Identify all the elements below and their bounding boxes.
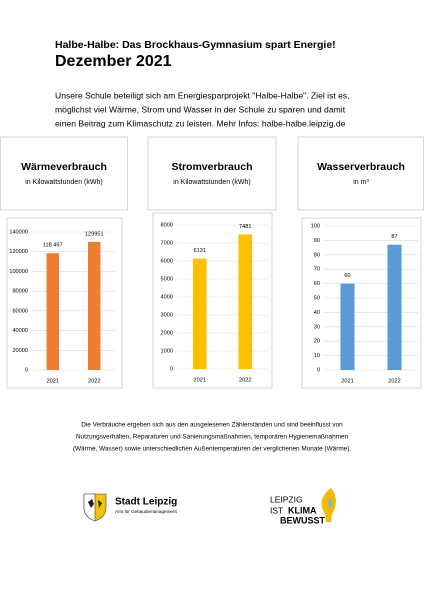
x-tick-label: 2021: [47, 378, 59, 384]
y-tick-label: 2000: [161, 330, 173, 336]
y-tick-label: 100000: [9, 269, 28, 275]
y-tick-label: 0: [317, 367, 320, 373]
logo-sub: Amt für Gebäudemanagement: [115, 509, 178, 514]
data-label: 87: [391, 234, 397, 240]
bar: [192, 258, 207, 369]
logo-text: IST: [270, 505, 283, 515]
y-tick-label: 80: [314, 252, 320, 258]
data-label: 129951: [85, 231, 104, 237]
title: Halbe-Halbe: Das Brockhaus-Gymnasium spa…: [55, 39, 336, 51]
intro-line: möglichst viel Wärme, Strom und Wasser i…: [55, 104, 346, 114]
y-tick-label: 0: [170, 366, 173, 372]
y-tick-label: 40: [314, 310, 320, 316]
shield-lion: [88, 499, 102, 508]
y-tick-label: 30: [314, 324, 320, 330]
x-tick-label: 2022: [88, 378, 100, 384]
panel-title: Wärmeverbrauch: [21, 161, 107, 173]
y-tick-label: 40000: [12, 328, 28, 334]
y-tick-label: 140000: [9, 229, 28, 235]
panel-titles: Wärmeverbrauch in Kilowattstunden (kWh) …: [21, 161, 405, 186]
y-tick-label: 1000: [161, 348, 173, 354]
intro: Unsere Schule beteiligt sich am Energies…: [55, 90, 350, 128]
y-tick-label: 20000: [12, 348, 28, 354]
data-label: 60: [344, 273, 350, 279]
bar: [46, 253, 59, 370]
y-tick-label: 5000: [161, 276, 173, 282]
charts: 0200004000060000800001000001200001400002…: [9, 222, 418, 384]
footer-line: Nutzungsverhalten, Reparaturen und Sanie…: [76, 434, 349, 441]
y-tick-label: 50: [314, 295, 320, 301]
footer-line: (Wärme, Wasser) sowie unterschiedlichen …: [73, 446, 351, 453]
y-tick-label: 7000: [161, 240, 173, 246]
panel-unit: in Kilowattstunden (kWh): [25, 179, 102, 186]
chart-box: [6, 217, 123, 389]
panel-box: [0, 136, 128, 211]
footer: Die Verbräuche ergeben sich aus den ausg…: [73, 422, 351, 453]
logo-name: Stadt Leipzig: [115, 497, 177, 508]
panel-unit: in Kilowattstunden (kWh): [173, 179, 250, 186]
y-tick-label: 90: [314, 238, 320, 244]
y-tick-label: 8000: [161, 222, 173, 228]
panel-title: Wasserverbrauch: [317, 161, 405, 173]
panel-box: [147, 136, 277, 211]
y-tick-label: 10: [314, 353, 320, 359]
y-tick-label: 60: [314, 281, 320, 287]
footer-line: Die Verbräuche ergeben sich aus den ausg…: [81, 422, 343, 429]
x-tick-label: 2022: [388, 378, 400, 384]
y-tick-label: 60000: [12, 308, 28, 314]
panel-unit: in m³: [353, 179, 369, 186]
intro-line: einen Beitrag zum Klimaschutz zu leisten…: [55, 118, 346, 128]
logo-text: KLIMA: [288, 505, 317, 515]
bar: [238, 234, 253, 369]
data-label: 118 497: [43, 243, 63, 249]
y-tick-label: 70: [314, 267, 320, 273]
y-tick-label: 100: [311, 223, 320, 229]
bar: [340, 283, 355, 370]
x-tick-label: 2021: [194, 377, 206, 383]
y-tick-label: 0: [25, 367, 28, 373]
chart-box: [152, 212, 273, 389]
panel-title: Stromverbrauch: [171, 161, 252, 173]
y-tick-label: 4000: [161, 294, 173, 300]
x-tick-label: 2022: [239, 377, 251, 383]
data-label: 6131: [194, 248, 206, 254]
chart-box: [301, 217, 422, 389]
drop: [328, 497, 332, 509]
data-label: 7481: [239, 224, 251, 230]
intro-line: Unsere Schule beteiligt sich am Energies…: [55, 90, 350, 100]
logo-text: BEWUSST: [280, 515, 326, 525]
bar: [88, 241, 101, 370]
logo-text: LEIPZIG: [270, 494, 303, 504]
logo-left: Stadt Leipzig Amt für Gebäudemanagement: [83, 493, 178, 522]
x-tick-label: 2021: [341, 378, 353, 384]
y-tick-label: 80000: [12, 289, 28, 295]
y-tick-label: 3000: [161, 312, 173, 318]
subtitle: Dezember 2021: [55, 53, 172, 70]
y-tick-label: 20: [314, 339, 320, 345]
y-tick-label: 6000: [161, 258, 173, 264]
logo-right: LEIPZIG IST KLIMA BEWUSST: [270, 488, 336, 525]
bar: [387, 244, 402, 370]
y-tick-label: 120000: [9, 249, 28, 255]
